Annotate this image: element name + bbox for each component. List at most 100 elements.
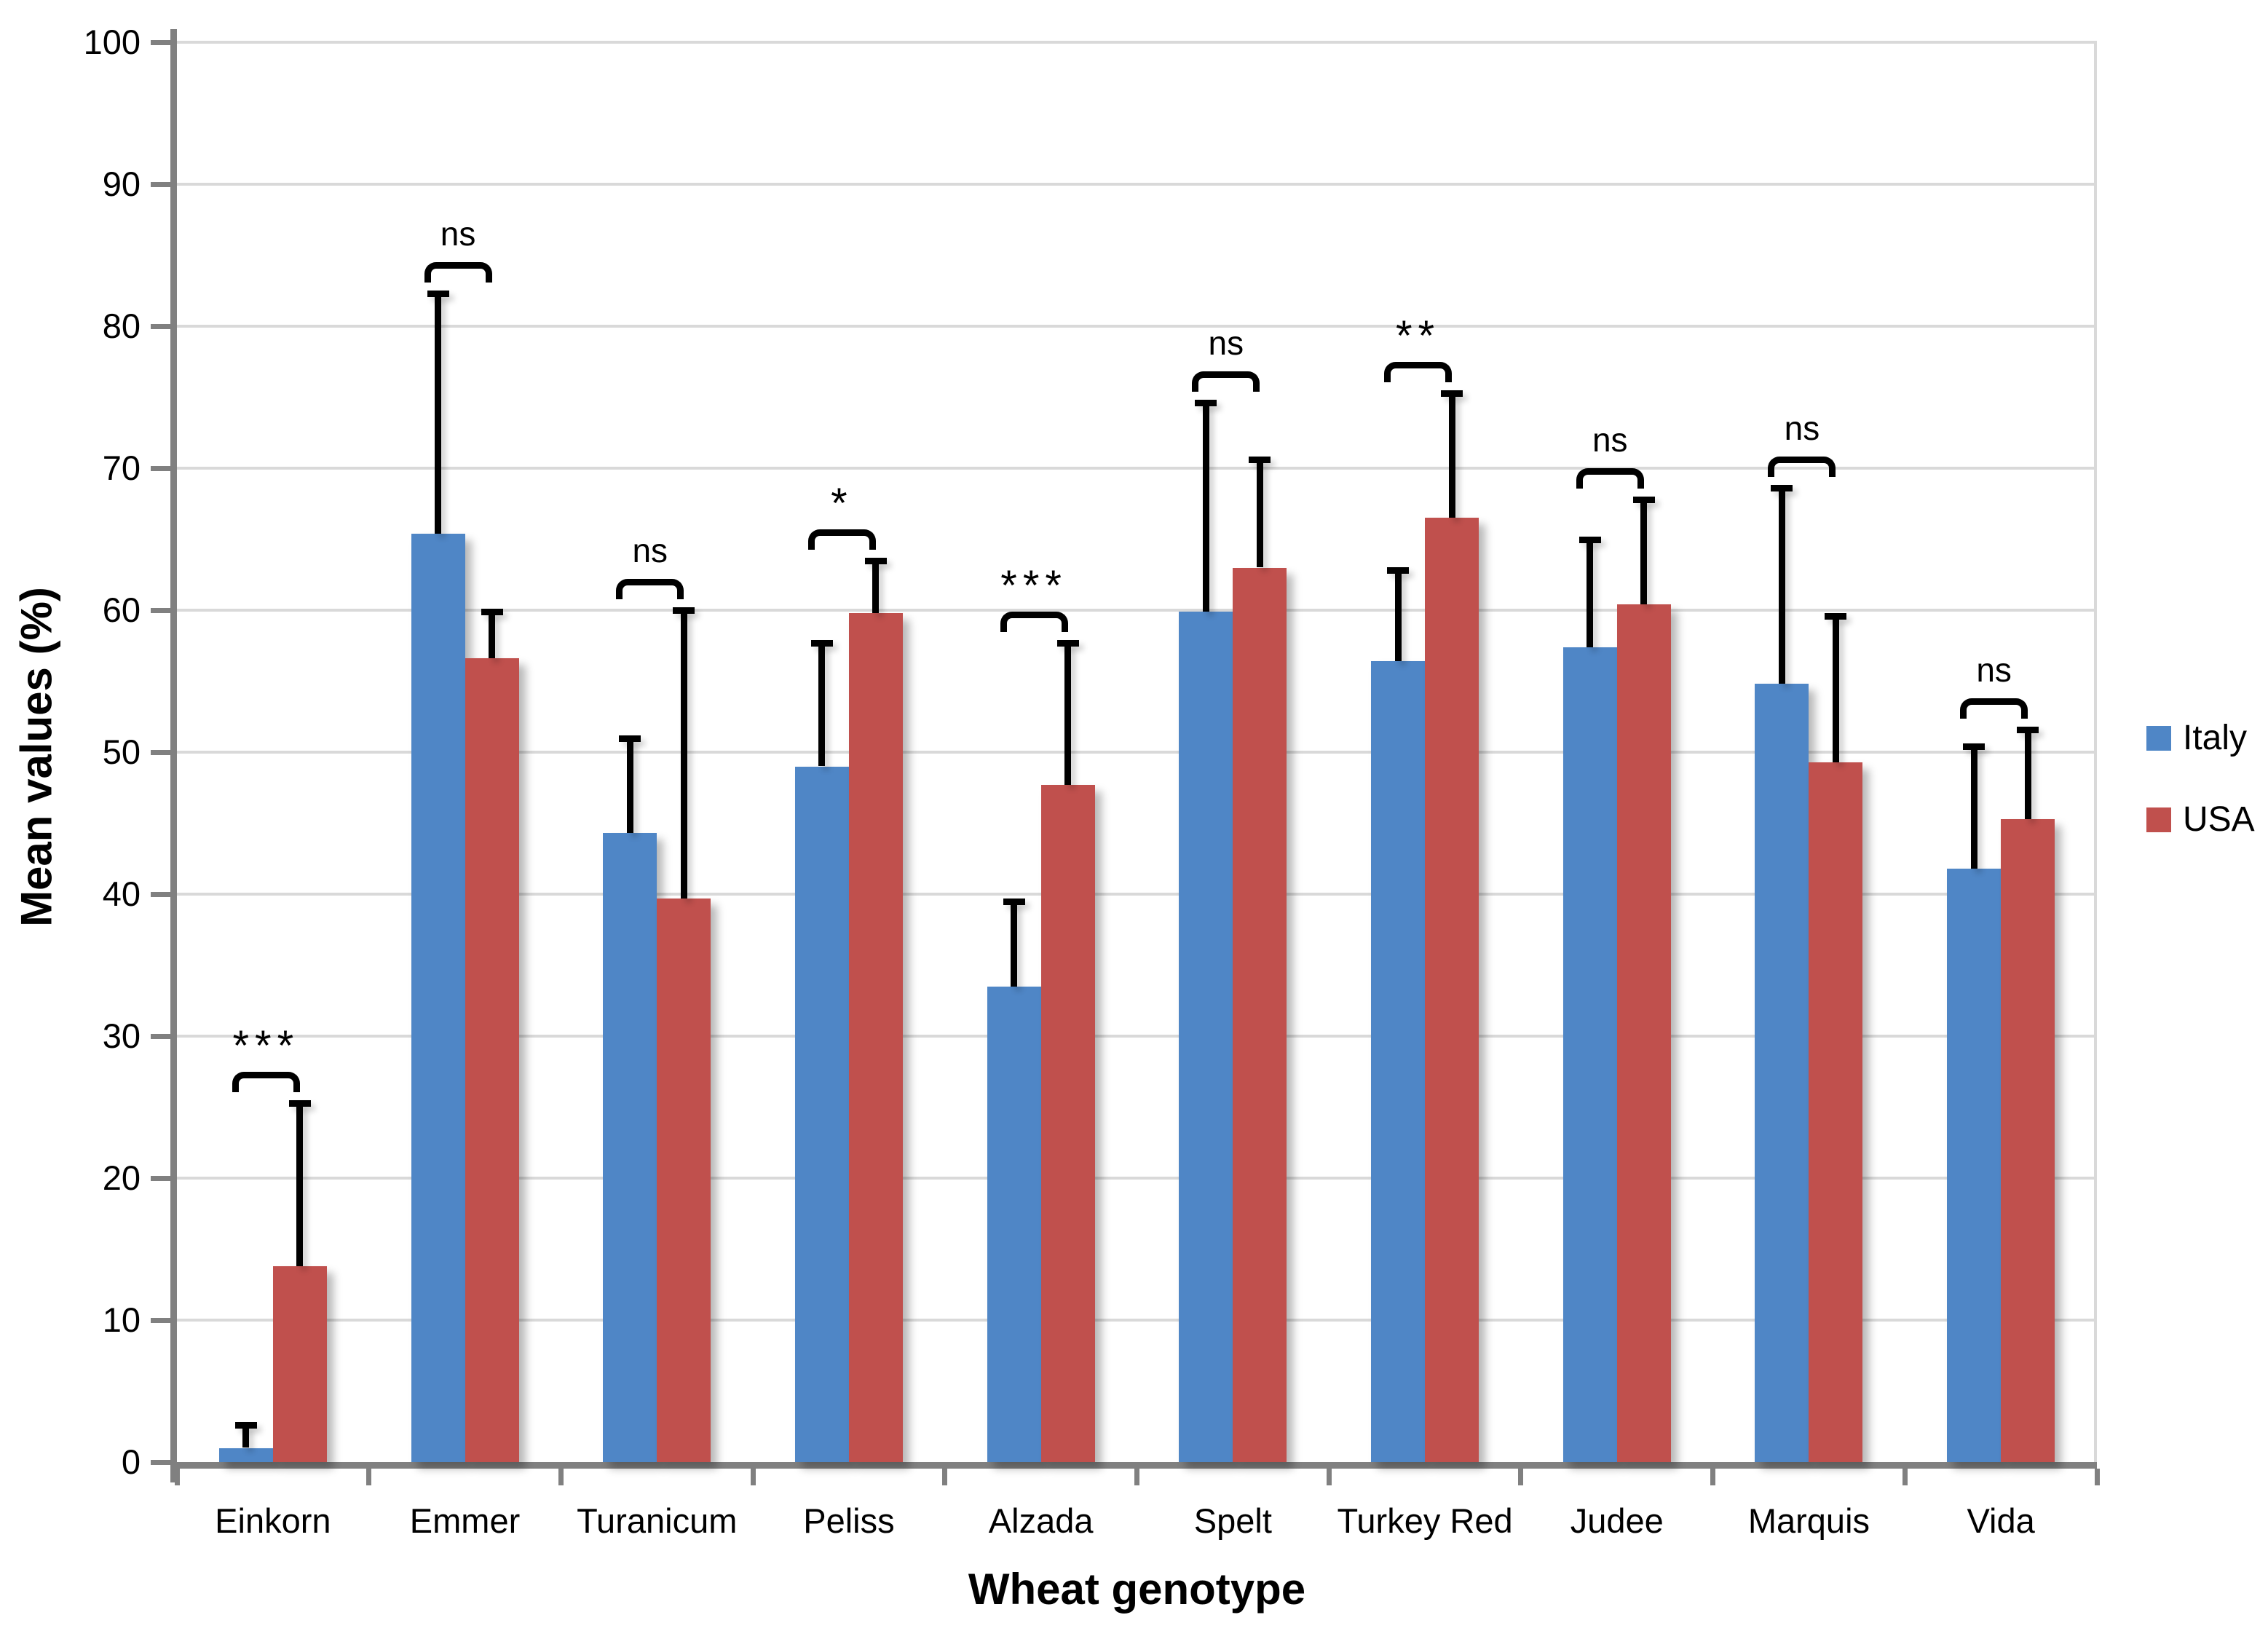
error-cap-italy-emmer	[427, 291, 449, 298]
bar-italy-peliss	[794, 766, 849, 1462]
significance-bracket-einkorn	[232, 1071, 300, 1092]
bar-italy-spelt	[1179, 611, 1233, 1462]
error-cap-italy-turanicum	[619, 735, 641, 742]
error-cap-italy-vida	[1963, 743, 1986, 751]
significance-bracket-emmer	[424, 262, 492, 283]
bar-italy-einkorn	[218, 1448, 273, 1462]
error-cap-usa-peliss	[864, 557, 887, 564]
gridline-80	[177, 325, 2097, 328]
error-cap-usa-turanicum	[673, 607, 695, 614]
y-tick-label-0: 0	[121, 1442, 141, 1481]
y-tick-label-40: 40	[102, 874, 141, 913]
bar-usa-judee	[1616, 604, 1671, 1462]
bar-usa-marquis	[1809, 762, 1863, 1462]
error-cap-usa-alzada	[1056, 639, 1079, 647]
x-axis-tick-6	[1326, 1469, 1332, 1485]
x-axis-tick-3	[750, 1469, 756, 1485]
x-category-label-emmer: Emmer	[409, 1501, 521, 1540]
y-tick-label-50: 50	[102, 732, 141, 771]
bar-italy-emmer	[411, 533, 465, 1462]
x-axis-tick-4	[942, 1469, 948, 1485]
error-cap-usa-marquis	[1825, 612, 1847, 620]
gridline-40	[177, 893, 2097, 896]
error-whisker-usa-marquis	[1832, 615, 1839, 762]
x-category-label-judee: Judee	[1570, 1501, 1664, 1540]
error-cap-italy-einkorn	[234, 1422, 257, 1429]
error-whisker-usa-turanicum	[680, 610, 687, 899]
y-axis-tick-70	[151, 466, 170, 471]
error-whisker-italy-peliss	[818, 642, 826, 767]
error-cap-italy-spelt	[1195, 400, 1217, 407]
significance-bracket-turkey-red	[1384, 361, 1453, 382]
x-category-label-marquis: Marquis	[1747, 1501, 1870, 1540]
plot-right-border	[2094, 42, 2097, 1462]
error-whisker-italy-einkorn	[242, 1425, 250, 1448]
bar-italy-turanicum	[603, 833, 657, 1462]
legend-item-usa: USA	[2146, 802, 2255, 837]
significance-bracket-judee	[1576, 468, 1644, 489]
bar-italy-alzada	[987, 986, 1041, 1462]
error-whisker-italy-vida	[1970, 746, 1977, 869]
bar-italy-turkey-red	[1371, 661, 1426, 1462]
gridline-60	[177, 609, 2097, 612]
gridline-90	[177, 183, 2097, 186]
y-axis-tick-100	[151, 40, 170, 45]
gridline-100	[177, 41, 2097, 44]
error-whisker-italy-judee	[1587, 539, 1594, 647]
significance-label-spelt: ns	[1208, 324, 1244, 363]
error-whisker-usa-vida	[2024, 729, 2031, 819]
significance-label-peliss: *	[831, 479, 853, 527]
error-cap-usa-vida	[2017, 726, 2039, 733]
x-axis-tick-2	[558, 1469, 564, 1485]
gridline-20	[177, 1177, 2097, 1180]
legend-swatch-usa-icon	[2146, 807, 2171, 832]
y-tick-label-70: 70	[102, 449, 141, 487]
error-whisker-usa-einkorn	[296, 1102, 304, 1266]
y-axis-tick-50	[151, 750, 170, 755]
y-tick-label-20: 20	[102, 1158, 141, 1197]
y-axis-tick-30	[151, 1034, 170, 1039]
error-cap-usa-einkorn	[288, 1099, 311, 1107]
x-axis-line	[170, 1462, 2097, 1469]
x-category-label-turanicum: Turanicum	[577, 1501, 738, 1540]
bar-italy-judee	[1562, 647, 1617, 1462]
bar-usa-turkey-red	[1425, 518, 1479, 1462]
legend-swatch-italy-icon	[2146, 726, 2171, 751]
significance-label-emmer: ns	[440, 215, 476, 253]
error-whisker-italy-turanicum	[626, 738, 633, 834]
significance-label-turkey-red: **	[1395, 312, 1441, 360]
error-cap-usa-turkey-red	[1441, 390, 1463, 397]
error-cap-usa-judee	[1632, 496, 1655, 503]
significance-label-judee: ns	[1592, 421, 1628, 459]
x-axis-tick-7	[1518, 1469, 1524, 1485]
significance-bracket-marquis	[1768, 457, 1836, 478]
significance-label-vida: ns	[1976, 650, 2012, 689]
x-axis-tick-8	[1710, 1469, 1716, 1485]
significance-label-turanicum: ns	[632, 532, 668, 570]
bar-usa-emmer	[465, 658, 519, 1462]
error-cap-usa-spelt	[1249, 457, 1271, 464]
significance-bracket-spelt	[1192, 371, 1260, 392]
error-cap-usa-emmer	[481, 608, 503, 615]
error-whisker-usa-peliss	[872, 560, 880, 613]
bar-italy-marquis	[1755, 684, 1809, 1462]
y-axis-tick-10	[151, 1318, 170, 1323]
significance-label-einkorn: ***	[232, 1022, 300, 1070]
error-whisker-usa-spelt	[1256, 459, 1263, 568]
y-tick-label-80: 80	[102, 307, 141, 345]
y-axis-tick-60	[151, 608, 170, 613]
bar-italy-vida	[1947, 868, 2002, 1462]
error-whisker-italy-alzada	[1011, 901, 1018, 987]
y-axis-tick-90	[151, 182, 170, 187]
error-cap-italy-judee	[1578, 536, 1601, 543]
y-tick-label-30: 30	[102, 1016, 141, 1055]
plot-area: 0 10 20 30 40 50 60 70 80 90 100 *** Einkorn ns Emmer n…	[84, 23, 2100, 1539]
y-axis-tick-40	[151, 892, 170, 897]
x-category-label-vida: Vida	[1967, 1501, 2035, 1540]
legend-label-italy: Italy	[2183, 719, 2248, 757]
gridline-10	[177, 1319, 2097, 1322]
error-whisker-usa-emmer	[489, 611, 496, 659]
legend-item-italy: Italy	[2146, 721, 2255, 756]
error-whisker-usa-alzada	[1064, 642, 1072, 785]
